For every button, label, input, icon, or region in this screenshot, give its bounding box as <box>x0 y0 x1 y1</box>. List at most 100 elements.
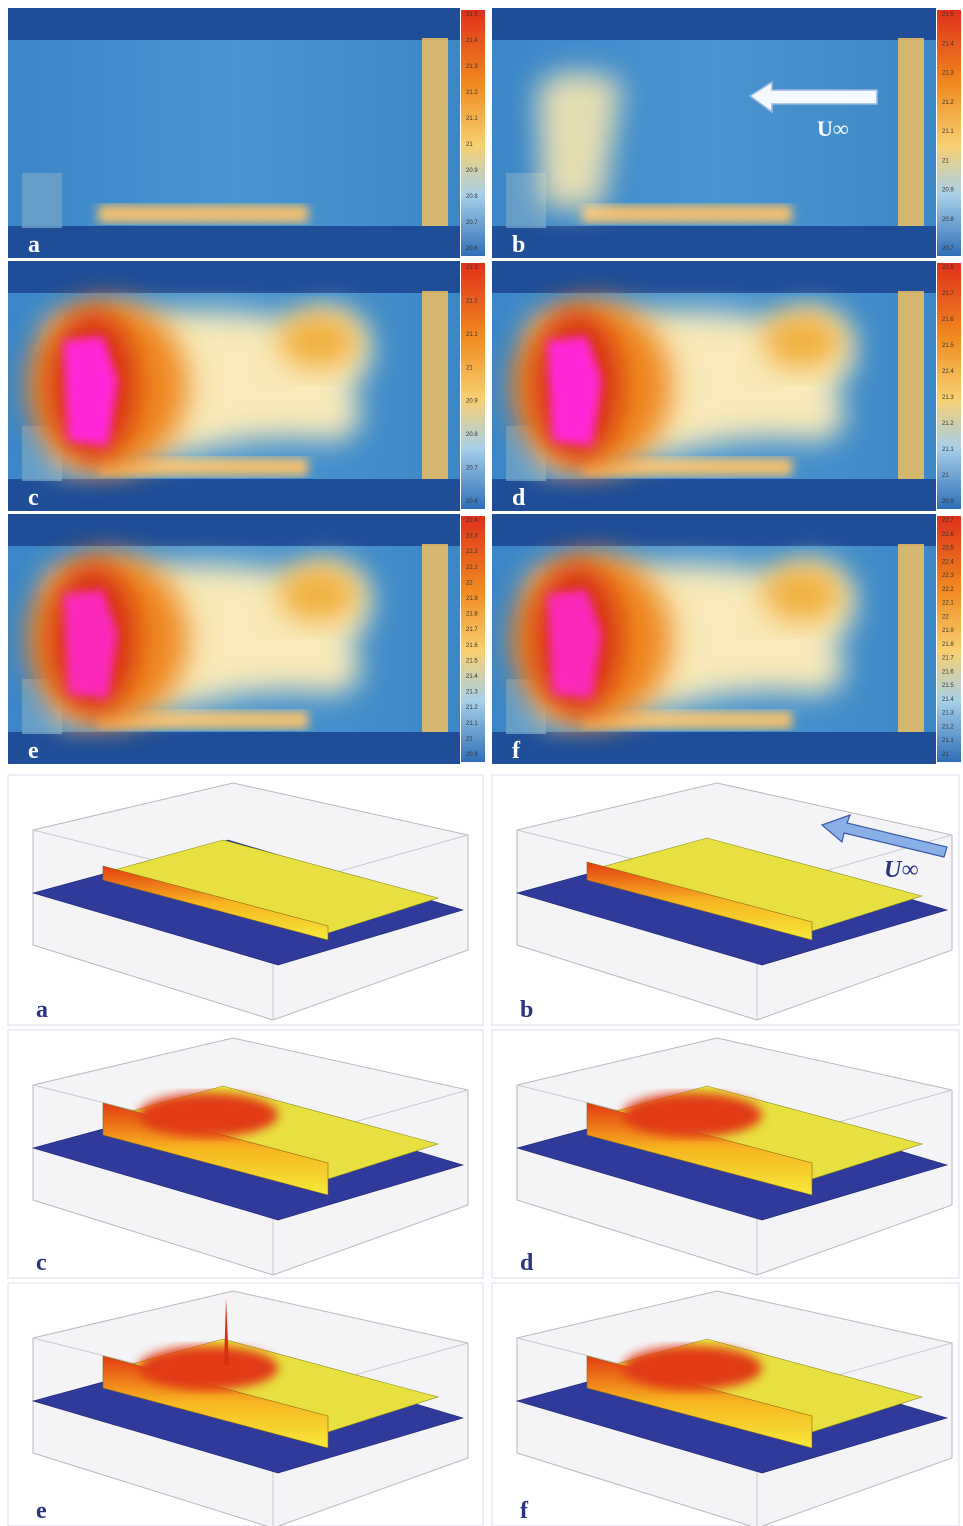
colorbar-tick-label: 22.3 <box>942 573 954 579</box>
surface-spike <box>224 1298 229 1365</box>
colorbar-tick-label: 20.7 <box>466 466 478 472</box>
panel-label: c <box>28 485 39 511</box>
colorbar-tick-label: 21.2 <box>466 705 478 711</box>
bottom-strip <box>98 711 308 729</box>
panel-label: a <box>36 997 48 1023</box>
heat-blob <box>537 71 622 208</box>
bottom-band <box>8 732 460 764</box>
heat-right <box>278 566 358 622</box>
colorbar-tick-label: 22 <box>942 614 949 620</box>
colorbar-tick-label: 20.8 <box>942 217 954 223</box>
colorbar-tick-label: 21.1 <box>466 721 478 727</box>
top-band <box>492 514 936 546</box>
thermal-image <box>8 8 460 258</box>
colorbar-tick-label: 22.3 <box>466 534 478 540</box>
colorbar-tick-label: 20.8 <box>466 194 478 200</box>
colorbar-tick-label: 21.5 <box>942 683 954 689</box>
colorbar-tick-label: 20.9 <box>466 168 478 174</box>
edge-strip <box>898 38 924 226</box>
colorbar-tick-label: 21.3 <box>942 711 954 717</box>
heat-right <box>762 313 842 369</box>
edge-strip <box>422 291 448 479</box>
heat-magenta <box>63 589 118 699</box>
thermal-image <box>8 261 460 511</box>
colorbar-tick-label: 21.5 <box>942 343 954 349</box>
thermal-panel: b 21.5 21.4 21.3 21.2 21.1 21 20.9 20.8 20.7 U∞ <box>492 8 961 258</box>
colorbar-tick-label: 22 <box>466 580 473 586</box>
thermal-panel: f 22.7 22.6 22.5 22.4 22.3 22.2 22.1 22 21.9 21.8 2… <box>492 514 961 764</box>
colorbar-tick-label: 21 <box>942 473 949 479</box>
thermal-image <box>492 514 936 764</box>
surface-panel: a <box>7 774 484 1026</box>
colorbar <box>937 516 961 762</box>
thermal-image <box>8 514 460 764</box>
heat-right <box>278 313 358 369</box>
colorbar-tick-label: 21.6 <box>466 643 478 649</box>
colorbar <box>461 263 485 509</box>
bottom-strip <box>582 205 792 223</box>
colorbar-tick-label: 20.8 <box>466 432 478 438</box>
top-band <box>8 8 460 40</box>
colorbar-tick-label: 21.4 <box>942 41 954 47</box>
thermal-panel: d 21.8 21.7 21.6 21.5 21.4 21.3 21.2 21.1 21 20.9 <box>492 261 961 511</box>
bottom-band <box>8 479 460 511</box>
surface-panel: f <box>491 1282 960 1526</box>
colorbar-tick-label: 22.5 <box>942 546 954 552</box>
panel-label: e <box>36 1498 47 1524</box>
colorbar <box>937 263 961 509</box>
panel-label: f <box>512 738 521 764</box>
heat-magenta <box>547 336 602 446</box>
thermal-panel: c 21.3 21.2 21.1 21 20.9 20.8 20.7 20.6 <box>8 261 485 511</box>
edge-strip <box>898 291 924 479</box>
colorbar-tick-label: 21.2 <box>942 724 954 730</box>
top-band <box>492 261 936 293</box>
colorbar-tick-label: 22.1 <box>942 601 954 607</box>
colorbar-tick-label: 21.7 <box>466 627 478 633</box>
panel-label: e <box>28 738 39 764</box>
surface-peak <box>138 1093 278 1137</box>
heat-right <box>762 566 842 622</box>
colorbar-tick-label: 21.4 <box>942 369 954 375</box>
bottom-band <box>492 732 936 764</box>
colorbar-tick-label: 20.9 <box>466 399 478 405</box>
top-band <box>8 261 460 293</box>
colorbar-tick-label: 20.9 <box>942 499 954 505</box>
thermal-image <box>492 8 936 258</box>
colorbar-tick-label: 22.1 <box>466 565 478 571</box>
colorbar-tick-label: 21.6 <box>942 669 954 675</box>
colorbar-tick-label: 21.4 <box>466 674 478 680</box>
panel-label: a <box>28 232 40 258</box>
inset-corner <box>22 173 62 228</box>
colorbar-tick-label: 22.7 <box>942 518 954 524</box>
colorbar-tick-label: 21.4 <box>466 38 478 44</box>
flow-label: U∞ <box>884 857 918 883</box>
panel-label: c <box>36 1250 47 1276</box>
colorbar-tick-label: 21 <box>466 736 473 742</box>
colorbar-tick-label: 22.2 <box>466 549 478 555</box>
colorbar-tick-label: 21.7 <box>942 291 954 297</box>
colorbar-tick-label: 21.9 <box>466 596 478 602</box>
colorbar-tick-label: 21.2 <box>942 100 954 106</box>
top-band <box>8 514 460 546</box>
colorbar-tick-label: 21.3 <box>466 265 478 271</box>
colorbar-tick-label: 20.7 <box>466 220 478 226</box>
colorbar-tick-label: 21.8 <box>942 265 954 271</box>
colorbar-tick-label: 21.7 <box>942 656 954 662</box>
colorbar-tick-label: 21.1 <box>942 129 954 135</box>
heat-magenta <box>63 336 118 446</box>
surface-peak <box>622 1093 762 1137</box>
colorbar-tick-label: 21.1 <box>942 447 954 453</box>
colorbar-tick-label: 20.7 <box>942 246 954 252</box>
thermal-panel: e 22.4 22.3 22.2 22.1 22 21.9 21.8 21.7 21.6 21.5 2… <box>8 514 485 764</box>
edge-strip <box>898 544 924 732</box>
colorbar-tick-label: 21.5 <box>942 12 954 18</box>
colorbar-tick-label: 21.3 <box>942 71 954 77</box>
panel-label: b <box>512 232 525 258</box>
top-band <box>492 8 936 40</box>
colorbar-tick-label: 20.9 <box>466 752 478 758</box>
colorbar-tick-label: 20.9 <box>942 188 954 194</box>
colorbar-tick-label: 22.4 <box>466 518 478 524</box>
bottom-strip <box>582 458 792 476</box>
flow-arrow <box>820 814 948 858</box>
